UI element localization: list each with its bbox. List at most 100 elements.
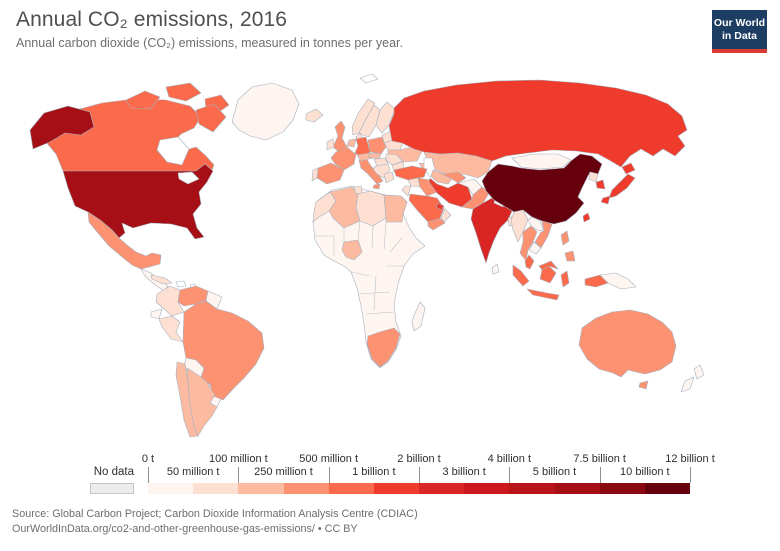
source-note: Source: Global Carbon Project; Carbon Di… (12, 507, 418, 537)
legend-boundary-label: 10 billion t (620, 466, 670, 478)
country-hispaniola[interactable] (175, 280, 187, 288)
legend-boundary-label: 100 million t (208, 453, 268, 465)
owid-logo-line1: Our World (713, 16, 766, 29)
country-peru[interactable] (158, 315, 184, 343)
country-indonesia-sumatra[interactable] (512, 264, 530, 287)
legend-boundary-label: 50 million t (166, 466, 220, 478)
no-data-swatch (90, 483, 134, 494)
country-south-korea[interactable] (595, 179, 606, 190)
country-usa-alaska[interactable] (29, 105, 95, 150)
legend-boundary-label: 4 billion t (487, 453, 532, 465)
country-yemen[interactable] (427, 217, 446, 231)
country-indonesia-sulawesi[interactable] (560, 270, 570, 288)
legend-bin-100Mt-250Mt[interactable] (238, 483, 284, 494)
country-libya[interactable] (355, 190, 387, 227)
country-greece[interactable] (383, 171, 395, 184)
source-line2: OurWorldInData.org/co2-and-other-greenho… (12, 523, 358, 535)
country-benelux[interactable] (346, 138, 357, 148)
country-mexico[interactable] (87, 211, 162, 270)
country-taiwan[interactable] (582, 212, 591, 223)
country-jordan-israel[interactable] (401, 185, 412, 197)
country-australia[interactable] (578, 309, 677, 378)
legend-boundary-label: 0 t (141, 453, 155, 465)
legend-boundary-label: 250 million t (254, 466, 313, 478)
country-japan-honshu[interactable] (608, 173, 636, 199)
country-portugal[interactable] (311, 167, 319, 182)
country-philippines-mindanao[interactable] (564, 250, 576, 262)
country-cambodia[interactable] (528, 241, 542, 255)
country-oman[interactable] (440, 208, 452, 223)
country-mongolia[interactable] (511, 153, 572, 170)
country-north-korea[interactable] (588, 171, 599, 183)
legend-bin-50Mt-100Mt[interactable] (193, 483, 239, 494)
legend-boundary-label: 3 billion t (442, 466, 486, 478)
country-egypt[interactable] (383, 194, 408, 223)
country-france[interactable] (330, 146, 357, 171)
country-sri-lanka[interactable] (491, 263, 500, 275)
legend-tick (599, 467, 601, 483)
country-new-zealand-north[interactable] (693, 364, 705, 380)
country-uzbekistan[interactable] (442, 171, 467, 184)
country-cuba[interactable] (150, 274, 173, 285)
country-italy-sicily[interactable] (372, 183, 381, 190)
country-venezuela[interactable] (177, 285, 209, 307)
legend-boundary-label: 2 billion t (397, 453, 441, 465)
country-iceland[interactable] (305, 108, 324, 123)
country-malaysia-peninsula[interactable] (524, 254, 535, 270)
country-argentina[interactable] (186, 367, 218, 437)
country-papua-new-guinea[interactable] (599, 272, 637, 290)
legend-tick (238, 467, 240, 483)
country-canada-island[interactable] (165, 82, 202, 102)
legend-bin-1Bt-2Bt[interactable] (373, 483, 420, 494)
country-indonesia-kalimantan[interactable] (539, 265, 557, 284)
country-canada-baffin[interactable] (195, 103, 227, 133)
country-philippines-luzon[interactable] (560, 230, 570, 246)
legend-boundary-label: 5 billion t (532, 466, 577, 478)
country-new-zealand-south[interactable] (680, 376, 695, 393)
country-greenland[interactable] (231, 82, 300, 141)
legend-bin-7.5Bt-10Bt[interactable] (599, 483, 645, 494)
legend-bin-4Bt-5Bt[interactable] (509, 483, 555, 494)
country-indonesia-java[interactable] (526, 288, 560, 301)
country-ukraine[interactable] (387, 146, 423, 163)
country-ecuador[interactable] (150, 308, 163, 320)
no-data-label: No data (93, 466, 134, 478)
country-china[interactable] (481, 153, 603, 225)
country-laos[interactable] (527, 216, 545, 232)
legend-bin-2Bt-3Bt[interactable] (419, 483, 465, 494)
country-italy[interactable] (358, 157, 384, 185)
owid-logo-accent-strip (712, 49, 767, 53)
legend-tick (328, 467, 330, 483)
country-iraq[interactable] (417, 177, 438, 197)
legend-boundary-label: 500 million t (299, 453, 359, 465)
owid-logo[interactable]: Our World in Data (712, 10, 767, 53)
country-vietnam[interactable] (534, 220, 553, 249)
source-line1: Source: Global Carbon Project; Carbon Di… (12, 508, 418, 520)
legend-bin-10Bt-12Bt[interactable] (644, 483, 691, 494)
country-japan-hokkaido[interactable] (621, 162, 636, 175)
country-canada-island[interactable] (125, 90, 161, 110)
map-legend: No data 0 t 50 million t 100 million t 250 … (0, 449, 780, 501)
legend-bin-250Mt-500Mt[interactable] (283, 483, 329, 494)
country-australia-tasmania[interactable] (638, 380, 649, 390)
page-title: Annual CO₂ emissions, 2016 (16, 8, 288, 31)
country-poland[interactable] (367, 136, 387, 155)
country-uk[interactable] (332, 120, 348, 153)
country-myanmar[interactable] (510, 209, 529, 243)
country-indonesia-papua[interactable] (584, 274, 609, 288)
country-south-africa[interactable] (366, 327, 401, 368)
country-japan-kyushu[interactable] (600, 195, 611, 205)
country-madagascar[interactable] (411, 301, 426, 332)
legend-bin-5Bt-7.5Bt[interactable] (554, 483, 600, 494)
country-ireland[interactable] (326, 138, 335, 151)
country-malaysia-borneo[interactable] (538, 260, 559, 271)
legend-bin-0t-50Mt[interactable] (148, 483, 194, 494)
owid-logo-box: Our World in Data (712, 10, 767, 49)
country-thailand[interactable] (519, 225, 538, 262)
country-gulf-states[interactable] (435, 202, 445, 211)
country-svalbard[interactable] (359, 73, 379, 84)
legend-boundary-label: 7.5 billion t (573, 453, 626, 465)
legend-bin-3Bt-4Bt[interactable] (464, 483, 510, 494)
country-turkey[interactable] (393, 165, 428, 181)
legend-bin-500Mt-1Bt[interactable] (328, 483, 374, 494)
